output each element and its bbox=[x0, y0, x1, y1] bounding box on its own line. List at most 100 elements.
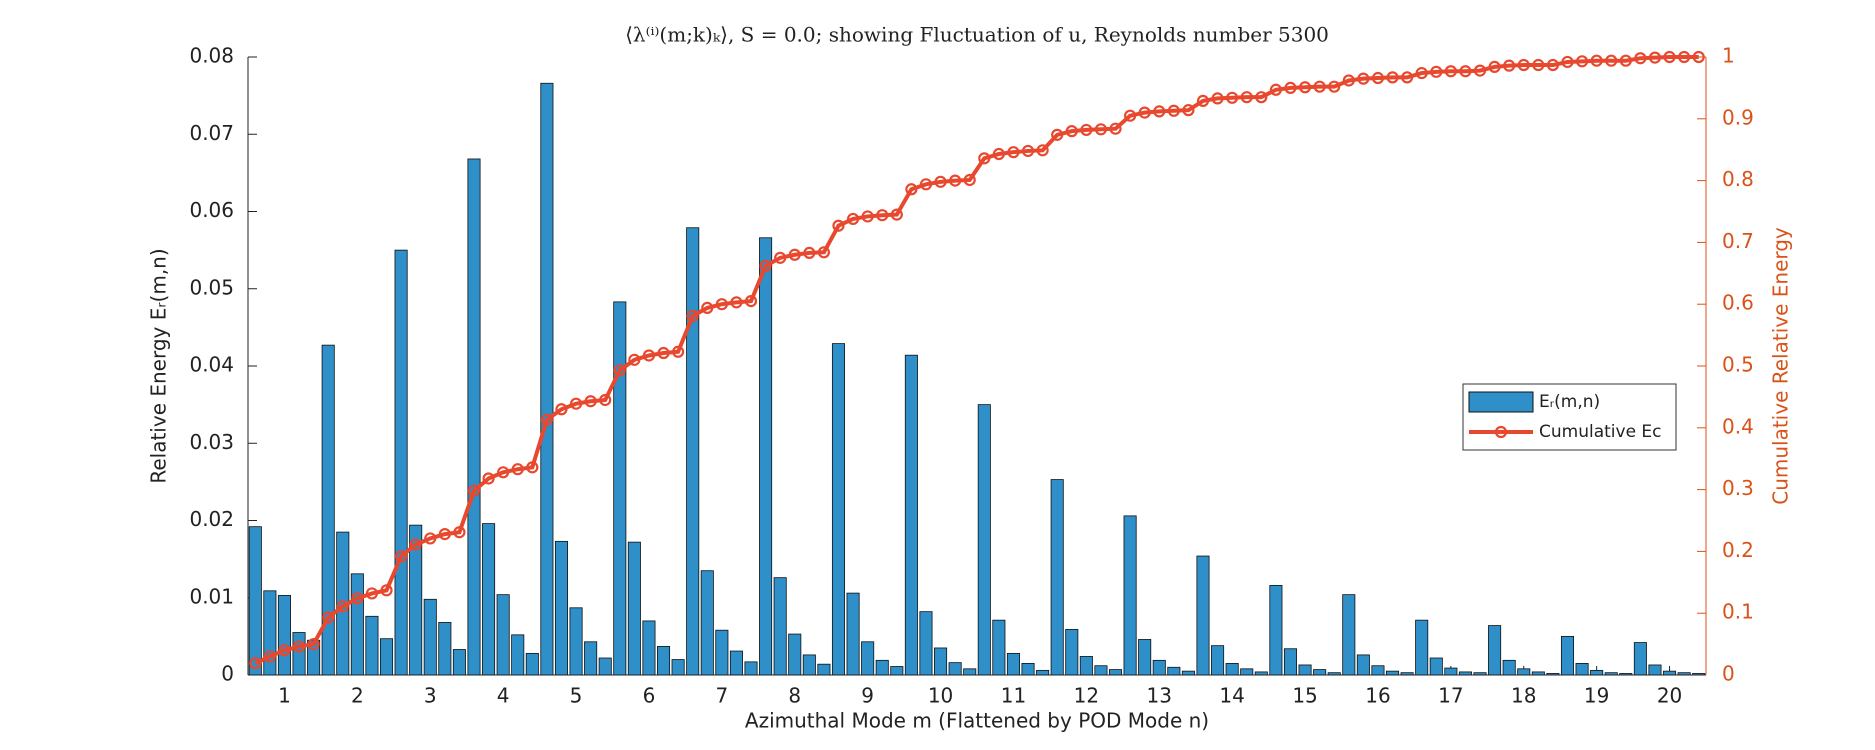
bar bbox=[1371, 665, 1385, 676]
marker bbox=[613, 364, 626, 377]
bar bbox=[379, 638, 394, 676]
marker bbox=[1546, 58, 1560, 72]
marker bbox=[788, 248, 801, 261]
marker bbox=[1488, 60, 1501, 73]
marker bbox=[978, 152, 991, 165]
chart-title: ⟨λ⁽ⁱ⁾(m;k)ₖ⟩, S = 0.0; showing Fluctuati… bbox=[625, 23, 1329, 47]
bar bbox=[1196, 555, 1210, 676]
marker bbox=[657, 346, 670, 360]
marker bbox=[890, 208, 903, 221]
y-tick-label: 0.03 bbox=[189, 430, 234, 454]
marker bbox=[1007, 146, 1020, 159]
marker bbox=[861, 210, 874, 223]
bar bbox=[948, 662, 962, 676]
marker bbox=[278, 644, 291, 657]
bar bbox=[904, 354, 918, 676]
bar bbox=[1269, 584, 1283, 676]
bar bbox=[1123, 515, 1137, 676]
y2-tick-label: 0.1 bbox=[1722, 600, 1754, 624]
bar bbox=[759, 237, 773, 676]
bar bbox=[788, 633, 802, 676]
y2-tick-label: 0.3 bbox=[1722, 476, 1754, 500]
bar bbox=[1633, 642, 1647, 676]
bar bbox=[1502, 659, 1516, 676]
bar bbox=[569, 607, 583, 676]
marker bbox=[1036, 144, 1049, 157]
x-tick-label: 10 bbox=[928, 684, 953, 708]
bar bbox=[919, 611, 933, 676]
marker bbox=[1459, 65, 1472, 78]
marker bbox=[1634, 52, 1647, 65]
y-tick-label: 0.04 bbox=[189, 353, 234, 377]
marker bbox=[1211, 92, 1224, 105]
marker bbox=[555, 403, 568, 416]
y-tick-label: 0.06 bbox=[189, 198, 234, 222]
x-tick-label: 18 bbox=[1511, 684, 1536, 708]
marker bbox=[686, 309, 699, 323]
marker bbox=[876, 209, 889, 222]
bar bbox=[875, 659, 889, 676]
x-tick-label: 11 bbox=[1001, 684, 1026, 708]
x-tick-label: 17 bbox=[1438, 684, 1463, 708]
marker bbox=[1182, 104, 1195, 117]
marker bbox=[1196, 94, 1210, 107]
bar bbox=[831, 343, 846, 676]
marker bbox=[1313, 80, 1326, 93]
bar bbox=[277, 595, 291, 676]
x-tick-label: 9 bbox=[861, 684, 874, 708]
bar bbox=[613, 301, 627, 676]
bar bbox=[1079, 656, 1093, 676]
bar bbox=[452, 649, 466, 676]
y2-tick-label: 0.7 bbox=[1722, 229, 1754, 253]
marker bbox=[1517, 58, 1530, 72]
marker bbox=[1648, 51, 1662, 64]
bar bbox=[540, 82, 554, 676]
bar bbox=[511, 634, 525, 676]
marker bbox=[1021, 144, 1035, 158]
marker bbox=[1503, 59, 1516, 72]
x-tick-label: 13 bbox=[1147, 684, 1172, 708]
bar bbox=[1444, 667, 1458, 676]
marker bbox=[249, 657, 262, 670]
marker bbox=[1678, 50, 1691, 64]
bar bbox=[1517, 668, 1531, 676]
bar bbox=[1167, 666, 1181, 676]
x-tick-label: 1 bbox=[278, 684, 291, 708]
marker bbox=[1328, 80, 1341, 93]
bar bbox=[1429, 657, 1443, 676]
legend-swatch bbox=[1468, 391, 1534, 413]
legend-marker bbox=[1494, 425, 1508, 439]
marker bbox=[1255, 91, 1268, 104]
bar bbox=[1006, 652, 1020, 676]
y2-tick-label: 1 bbox=[1722, 44, 1735, 68]
marker bbox=[1415, 66, 1428, 80]
marker bbox=[497, 466, 510, 479]
bar bbox=[773, 577, 787, 676]
marker bbox=[1692, 50, 1705, 64]
x-tick-label: 12 bbox=[1074, 684, 1099, 708]
x-tick-label: 15 bbox=[1292, 684, 1317, 708]
bar bbox=[1211, 645, 1225, 676]
marker bbox=[292, 640, 306, 653]
bar bbox=[525, 652, 539, 676]
bar bbox=[744, 661, 758, 676]
bar bbox=[1283, 648, 1297, 676]
bar bbox=[671, 659, 685, 676]
y-tick-label: 0.08 bbox=[189, 44, 234, 68]
y2-tick-label: 0.5 bbox=[1722, 353, 1754, 377]
marker bbox=[774, 251, 787, 264]
y2-tick-label: 0.9 bbox=[1722, 105, 1754, 129]
marker bbox=[1138, 106, 1151, 119]
marker bbox=[351, 592, 364, 605]
marker bbox=[1357, 72, 1370, 85]
line bbox=[254, 55, 1699, 666]
y-tick-label: 0 bbox=[221, 662, 234, 686]
marker bbox=[1605, 54, 1618, 67]
bar bbox=[1313, 669, 1327, 676]
y-tick-label: 0.07 bbox=[189, 121, 234, 145]
marker bbox=[1401, 71, 1414, 84]
marker bbox=[1590, 54, 1603, 67]
bar bbox=[1021, 663, 1035, 676]
marker bbox=[730, 296, 743, 309]
